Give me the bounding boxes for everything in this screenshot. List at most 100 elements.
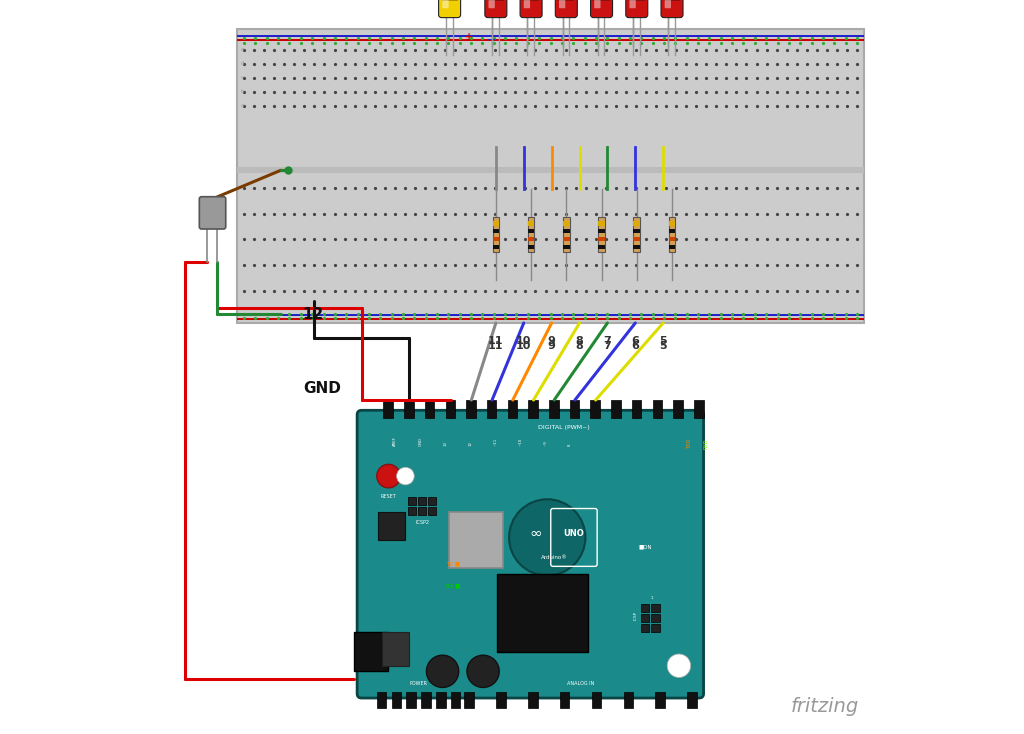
Bar: [441, 0, 458, 1]
Bar: [237, 34, 864, 37]
Bar: [445, 400, 455, 418]
FancyBboxPatch shape: [591, 0, 612, 18]
Text: GND: GND: [303, 381, 341, 396]
Text: b: b: [241, 90, 244, 94]
FancyBboxPatch shape: [626, 0, 648, 18]
Text: 10: 10: [516, 341, 531, 352]
FancyBboxPatch shape: [555, 0, 578, 18]
Bar: [508, 400, 517, 418]
Text: ~11: ~11: [494, 438, 498, 446]
Text: e: e: [241, 48, 244, 52]
Bar: [408, 497, 416, 505]
Bar: [523, 0, 540, 1]
Bar: [527, 237, 535, 241]
FancyBboxPatch shape: [438, 0, 461, 18]
Bar: [237, 318, 864, 320]
Bar: [652, 400, 663, 418]
Text: 1: 1: [651, 596, 653, 600]
Text: 5: 5: [659, 336, 667, 346]
Circle shape: [668, 654, 690, 677]
Text: 9: 9: [548, 336, 556, 346]
Text: ICSP2: ICSP2: [416, 520, 429, 525]
Bar: [687, 692, 696, 708]
Bar: [237, 313, 864, 316]
Text: fritzing: fritzing: [791, 697, 859, 716]
Text: TX ■: TX ■: [445, 562, 460, 567]
Text: DIGITAL (PWM~): DIGITAL (PWM~): [539, 425, 590, 429]
Bar: [598, 217, 605, 252]
Text: 13: 13: [443, 441, 447, 446]
Bar: [592, 692, 601, 708]
FancyBboxPatch shape: [200, 197, 225, 229]
Bar: [237, 39, 864, 41]
Bar: [641, 603, 649, 611]
FancyBboxPatch shape: [630, 0, 636, 8]
Bar: [527, 244, 535, 249]
Text: RXD: RXD: [703, 439, 709, 449]
FancyBboxPatch shape: [520, 0, 542, 18]
Text: 9: 9: [548, 341, 556, 352]
Bar: [634, 222, 640, 226]
Bar: [611, 400, 621, 418]
Bar: [641, 614, 649, 622]
Bar: [450, 512, 504, 568]
Bar: [563, 237, 569, 241]
Bar: [528, 400, 538, 418]
Bar: [407, 692, 416, 708]
Bar: [598, 244, 605, 249]
Bar: [451, 692, 461, 708]
Bar: [379, 512, 406, 540]
Bar: [669, 222, 675, 226]
Bar: [560, 692, 569, 708]
Bar: [493, 237, 499, 241]
Text: ~9: ~9: [543, 440, 547, 446]
Bar: [527, 217, 535, 252]
Circle shape: [396, 468, 415, 485]
Circle shape: [467, 655, 500, 688]
Bar: [598, 229, 605, 233]
Bar: [655, 692, 665, 708]
Bar: [563, 217, 569, 252]
Text: −: −: [487, 35, 497, 46]
Text: TXD: TXD: [686, 439, 691, 449]
Bar: [669, 237, 675, 241]
Bar: [487, 0, 504, 1]
Text: 11: 11: [488, 336, 504, 346]
Bar: [493, 229, 499, 233]
Bar: [377, 692, 386, 708]
Text: 6: 6: [632, 336, 639, 346]
Text: 12: 12: [303, 308, 324, 322]
FancyBboxPatch shape: [357, 410, 703, 698]
Text: 7: 7: [603, 336, 611, 346]
Bar: [493, 244, 499, 249]
Bar: [629, 0, 645, 1]
Bar: [465, 692, 474, 708]
Text: 10: 10: [516, 336, 531, 346]
Bar: [674, 400, 683, 418]
Bar: [493, 222, 499, 226]
Bar: [237, 167, 864, 173]
FancyBboxPatch shape: [484, 0, 507, 18]
Text: UNO: UNO: [563, 529, 585, 538]
Text: +: +: [465, 32, 473, 43]
Bar: [549, 400, 559, 418]
Bar: [641, 624, 649, 632]
Bar: [436, 692, 445, 708]
Text: 8: 8: [568, 444, 572, 446]
Text: Arduino®: Arduino®: [542, 556, 568, 561]
Bar: [632, 400, 641, 418]
Bar: [354, 632, 388, 672]
FancyBboxPatch shape: [662, 0, 683, 18]
FancyBboxPatch shape: [559, 0, 565, 8]
Bar: [404, 400, 414, 418]
FancyBboxPatch shape: [488, 0, 495, 8]
Bar: [594, 0, 609, 1]
Text: 6: 6: [632, 341, 639, 352]
Bar: [237, 29, 864, 323]
Bar: [563, 229, 569, 233]
Bar: [528, 692, 538, 708]
Bar: [527, 229, 535, 233]
Bar: [634, 244, 640, 249]
Bar: [624, 692, 633, 708]
Text: RESET: RESET: [381, 495, 396, 499]
